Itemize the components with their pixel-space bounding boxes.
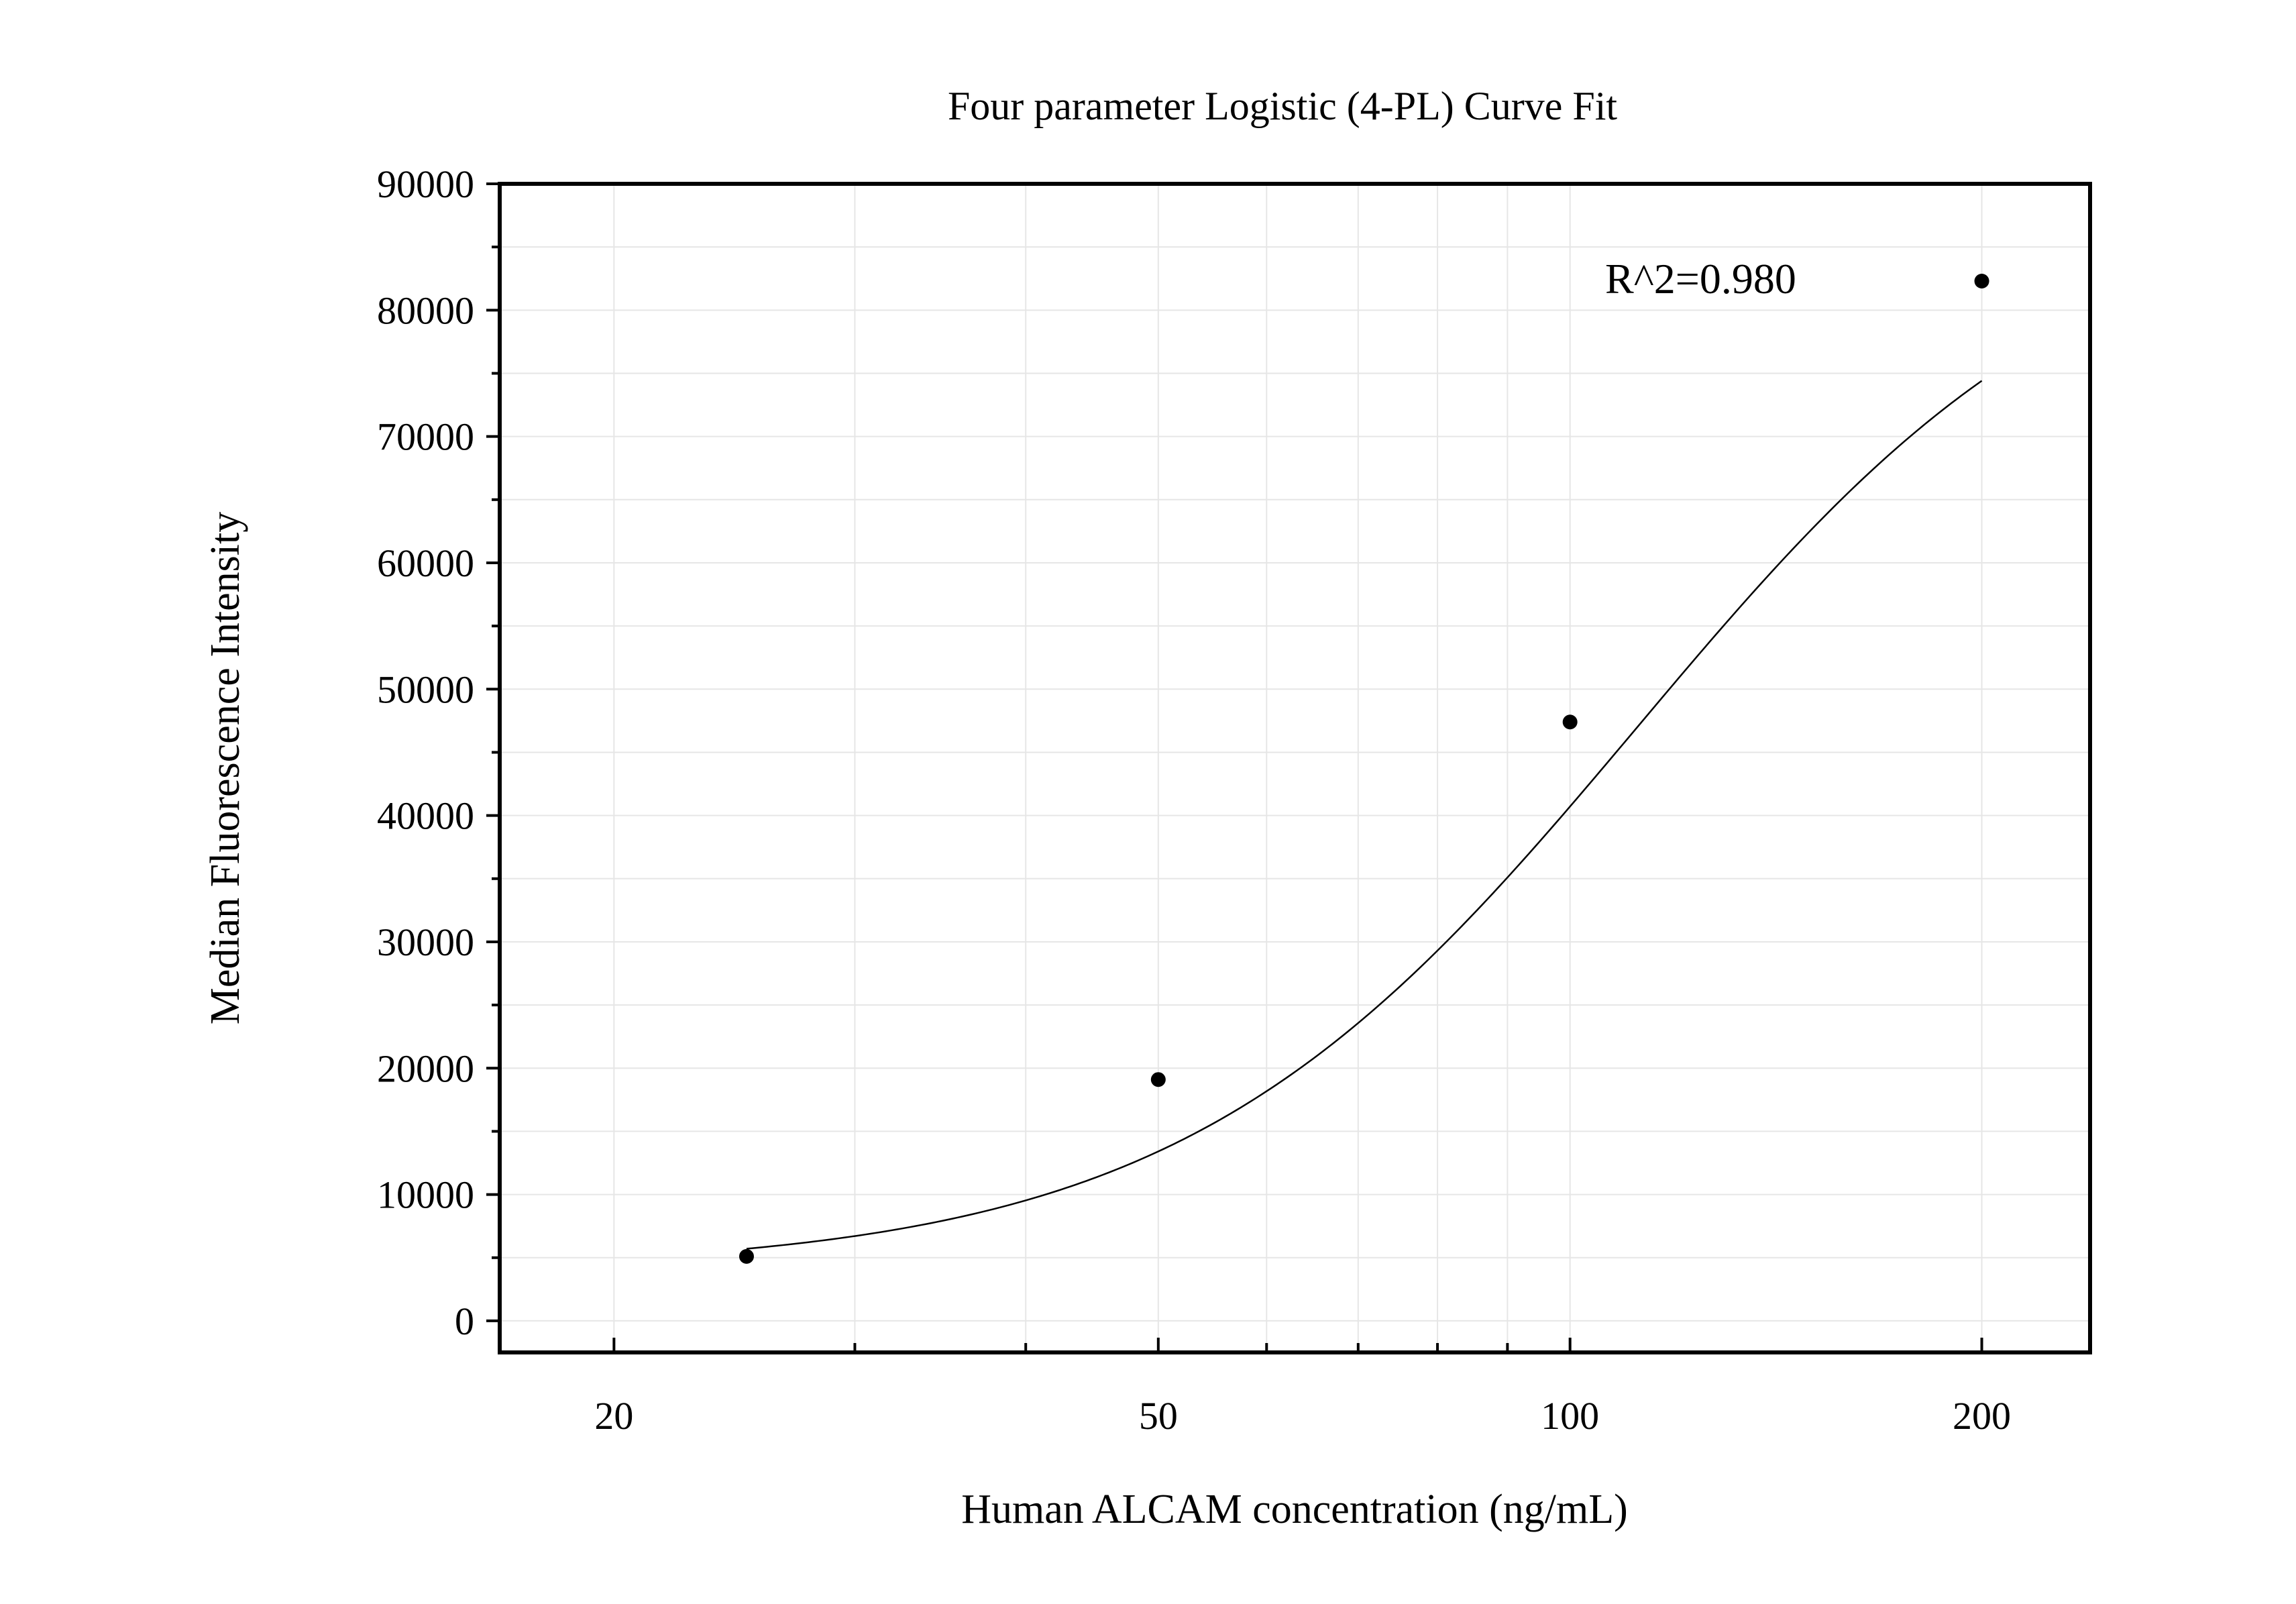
y-tick-label: 90000: [377, 162, 474, 206]
data-point: [1974, 274, 1989, 289]
y-tick-label: 60000: [377, 541, 474, 585]
x-tick-label: 100: [1541, 1394, 1599, 1438]
data-point: [1150, 1072, 1166, 1087]
ticks-layer: [486, 182, 1983, 1352]
x-tick-label: 20: [594, 1394, 633, 1438]
plot-frame: [498, 182, 2092, 1354]
data-point: [1562, 714, 1578, 730]
curve-layer: [746, 380, 1983, 1250]
y-tick-label: 30000: [377, 920, 474, 964]
grid-layer: [500, 183, 2090, 1352]
y-tick-label: 10000: [377, 1173, 474, 1217]
y-tick-label: 20000: [377, 1047, 474, 1090]
x-axis-title: Human ALCAM concentration (ng/mL): [961, 1487, 1628, 1532]
r-squared-annotation: R^2=0.980: [1605, 255, 1796, 303]
x-tick-label: 50: [1139, 1394, 1178, 1438]
y-tick-label: 40000: [377, 794, 474, 838]
points-layer: [739, 274, 1989, 1264]
chart-title: Four parameter Logistic (4-PL) Curve Fit: [948, 84, 1617, 128]
fit-curve: [746, 380, 1983, 1250]
y-tick-label: 50000: [377, 667, 474, 711]
y-tick-label: 70000: [377, 415, 474, 459]
tick-labels-layer: 0 10000 20000 30000 40000 50000 60000 70000 8000…: [377, 162, 2011, 1438]
x-tick-label: 200: [1953, 1394, 2011, 1438]
y-tick-label: 80000: [377, 288, 474, 332]
y-tick-label: 0: [455, 1299, 474, 1343]
y-axis-title: Median Fluorescence Intensity: [203, 512, 248, 1024]
data-point: [739, 1248, 754, 1264]
